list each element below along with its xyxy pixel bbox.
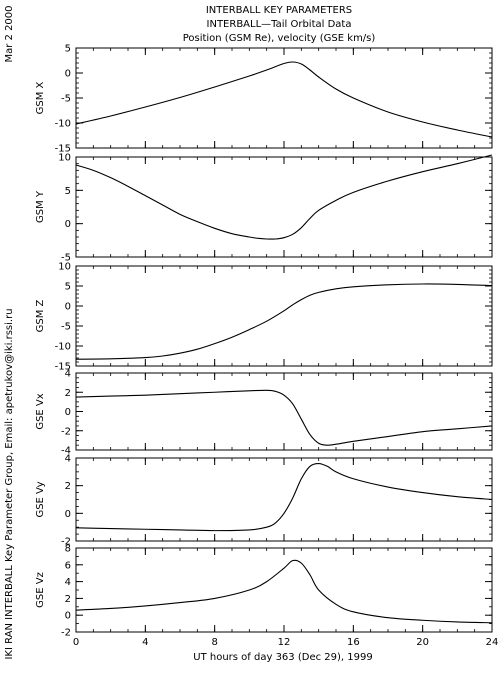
y-tick-label: 10 [58,153,71,164]
y-tick-label: 5 [65,186,71,197]
x-tick-label: 24 [486,637,499,648]
y-tick-label: 0 [65,302,71,313]
x-axis: 0 4 8 12 16 20 24 [73,637,499,648]
y-tick-label: 6 [65,560,71,571]
panel-2: 10 5 0 -5 GSM Y [35,153,493,264]
y-tick-label: -10 [55,119,71,130]
x-tick-label: 16 [347,637,360,648]
y-tick-label: -10 [55,342,71,353]
y-axis-label: GSM Y [35,190,46,223]
y-tick-label: 2 [65,388,71,399]
y-tick-label: 0 [65,407,71,418]
panel-frame [75,265,493,367]
y-tick-label: -15 [55,362,71,373]
y-tick-label: -5 [61,322,71,333]
panel-4: 4 2 0 -2 -4 GSE Vx [35,369,493,457]
y-tick-label: 10 [58,262,71,273]
y-tick-label: -2 [61,628,71,639]
y-axis-label: GSM Z [35,299,46,332]
y-tick-label: 0 [65,69,71,80]
panel-frame [75,372,493,451]
panel-3: 10 5 0 -5 -10 -15 GSM Z [35,262,493,373]
x-tick-label: 12 [278,637,291,648]
x-tick-label: 0 [73,637,79,648]
y-tick-label: 4 [65,454,71,465]
y-tick-label: 4 [65,369,71,380]
y-tick-label: 0 [65,219,71,230]
panel-1: 5 0 -5 -10 -15 GSM X [35,44,493,155]
series-line [75,283,493,360]
panel-frame [75,547,493,633]
x-tick-label: 4 [142,637,148,648]
x-tick-label: 8 [211,637,217,648]
panel-frame [75,457,493,542]
y-tick-label: 5 [65,44,71,55]
panel-frame [75,156,493,258]
y-axis-label: GSE Vz [35,572,46,608]
panel-5: 4 2 0 -2 GSE Vy [35,454,493,548]
series-line [75,61,493,138]
y-tick-label: 8 [65,544,71,555]
panel-6: 8 6 4 2 0 -2 GSE Vz [35,544,493,639]
x-axis-label: UT hours of day 363 (Dec 29), 1999 [193,652,372,663]
y-tick-label: 2 [65,481,71,492]
y-tick-label: -15 [55,144,71,155]
y-tick-label: 4 [65,577,71,588]
figure-title-line2: INTERBALL—Tail Orbital Data [207,19,352,30]
series-line [75,389,493,446]
series-line [75,559,493,624]
date-stamp: Mar 2 2000 [4,5,15,62]
series-line [75,154,493,240]
panels: 5 0 -5 -10 -15 GSM X 10 5 0 -5 GSM Y 10 5 0 -5 -10 -15 GS… [35,44,493,639]
x-tick-label: 20 [416,637,429,648]
y-axis-label: GSE Vy [35,481,46,517]
y-tick-label: 5 [65,282,71,293]
side-credit: IKI RAN INTERBALL Key Parameter Group, E… [4,308,15,659]
y-tick-label: -2 [61,537,71,548]
figure-title-line3: Position (GSM Re), velocity (GSE km/s) [183,33,376,44]
y-tick-label: -5 [61,253,71,264]
figure-title-line1: INTERBALL KEY PARAMETERS [206,5,352,16]
y-tick-label: 2 [65,594,71,605]
y-tick-label: -5 [61,94,71,105]
y-axis-label: GSM X [35,81,46,114]
series-line [75,462,493,532]
y-tick-label: -4 [61,446,71,457]
y-tick-label: 0 [65,509,71,520]
y-axis-label: GSE Vx [35,393,46,429]
y-tick-label: 0 [65,611,71,622]
y-tick-label: -2 [61,426,71,437]
